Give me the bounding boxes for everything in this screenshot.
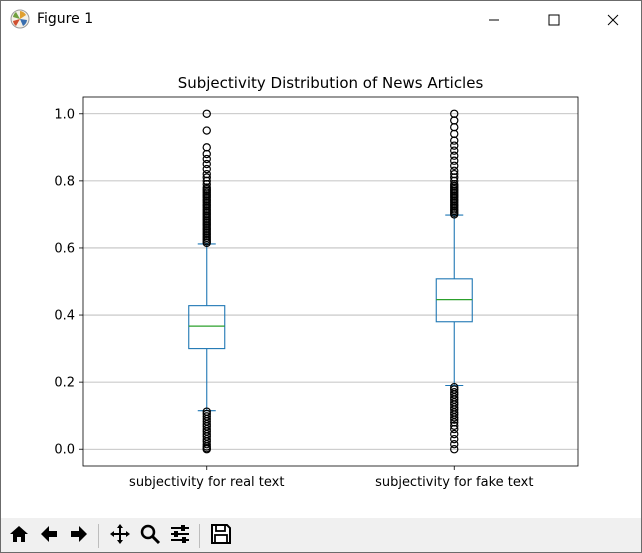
outlier-point — [450, 156, 459, 165]
y-tick-label: 0.2 — [54, 376, 75, 391]
forward-icon — [68, 523, 90, 549]
save-button[interactable] — [208, 523, 234, 549]
maximize-icon — [548, 14, 560, 26]
x-tick-label: subjectivity for real text — [129, 475, 284, 490]
minimize-icon — [488, 14, 500, 26]
pan-button[interactable] — [107, 523, 133, 549]
axes-frame — [82, 96, 579, 467]
chart-title: Subjectivity Distribution of News Articl… — [178, 74, 484, 92]
outlier-point — [202, 154, 211, 164]
outlier-point — [450, 415, 459, 424]
outlier-point — [202, 126, 211, 135]
iqr-box — [435, 278, 473, 323]
y-tick-label: 1.0 — [54, 107, 75, 122]
outlier-point — [450, 161, 459, 170]
window-title: Figure 1 — [37, 11, 94, 27]
outlier-point — [450, 151, 459, 160]
outlier-point — [202, 169, 211, 179]
outlier-point — [450, 109, 459, 118]
outlier-point — [202, 173, 211, 182]
matplotlib-logo-icon — [10, 9, 30, 29]
save-icon — [210, 523, 232, 549]
outlier-point — [450, 434, 459, 444]
back-button[interactable] — [36, 523, 62, 549]
boxplot-chart: 0.0 0.2 0.4 0.6 0.8 1.0 subjectivity for real … — [54, 74, 579, 490]
zoom-button[interactable] — [137, 523, 163, 549]
configure-subplots-icon — [169, 523, 191, 549]
outlier-point — [202, 439, 211, 449]
home-icon — [8, 523, 30, 549]
grid-lines — [83, 113, 578, 450]
forward-button[interactable] — [66, 523, 92, 549]
y-tick-label: 0.6 — [54, 241, 75, 256]
outlier-point — [450, 429, 459, 439]
y-tick-label: 0.8 — [54, 174, 75, 189]
toolbar-separator — [98, 524, 99, 548]
outlier-point — [450, 141, 459, 150]
toolbar-separator — [199, 524, 200, 548]
navigation-toolbar — [1, 518, 641, 552]
outlier-point — [450, 439, 459, 449]
iqr-box — [188, 305, 226, 350]
x-tick-label: subjectivity for fake text — [375, 475, 533, 490]
close-button[interactable] — [590, 1, 636, 38]
outlier-point — [450, 169, 459, 179]
minimize-button[interactable] — [471, 1, 517, 38]
y-tick-label: 0.4 — [54, 309, 75, 324]
pan-icon — [109, 523, 131, 549]
close-icon — [607, 14, 619, 26]
outlier-point — [450, 166, 459, 175]
figure-canvas[interactable]: 0.0 0.2 0.4 0.6 0.8 1.0 subjectivity for real … — [1, 38, 641, 518]
boxes — [188, 109, 473, 454]
back-icon — [38, 523, 60, 549]
zoom-icon — [139, 523, 161, 549]
y-tick-label: 0.0 — [54, 443, 75, 458]
outlier-point — [450, 146, 459, 155]
outlier-point — [202, 143, 211, 152]
outlier-point — [202, 164, 211, 174]
outlier-point — [202, 109, 211, 118]
title-bar[interactable]: Figure 1 — [1, 1, 641, 38]
home-button[interactable] — [6, 523, 32, 549]
axis-ticks: 0.0 0.2 0.4 0.6 0.8 1.0 subjectivity for real … — [54, 107, 533, 490]
outlier-point — [450, 413, 459, 422]
outlier-point — [450, 445, 459, 454]
outlier-point — [450, 421, 459, 430]
maximize-button[interactable] — [531, 1, 577, 38]
outlier-point — [202, 445, 211, 454]
outlier-point — [202, 159, 211, 169]
configure-subplots-button[interactable] — [167, 523, 193, 549]
outlier-point — [450, 424, 459, 434]
